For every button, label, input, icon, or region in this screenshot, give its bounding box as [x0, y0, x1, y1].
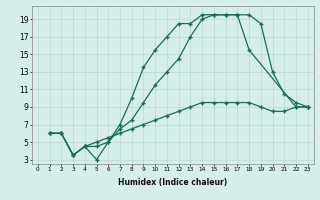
X-axis label: Humidex (Indice chaleur): Humidex (Indice chaleur): [118, 178, 228, 187]
